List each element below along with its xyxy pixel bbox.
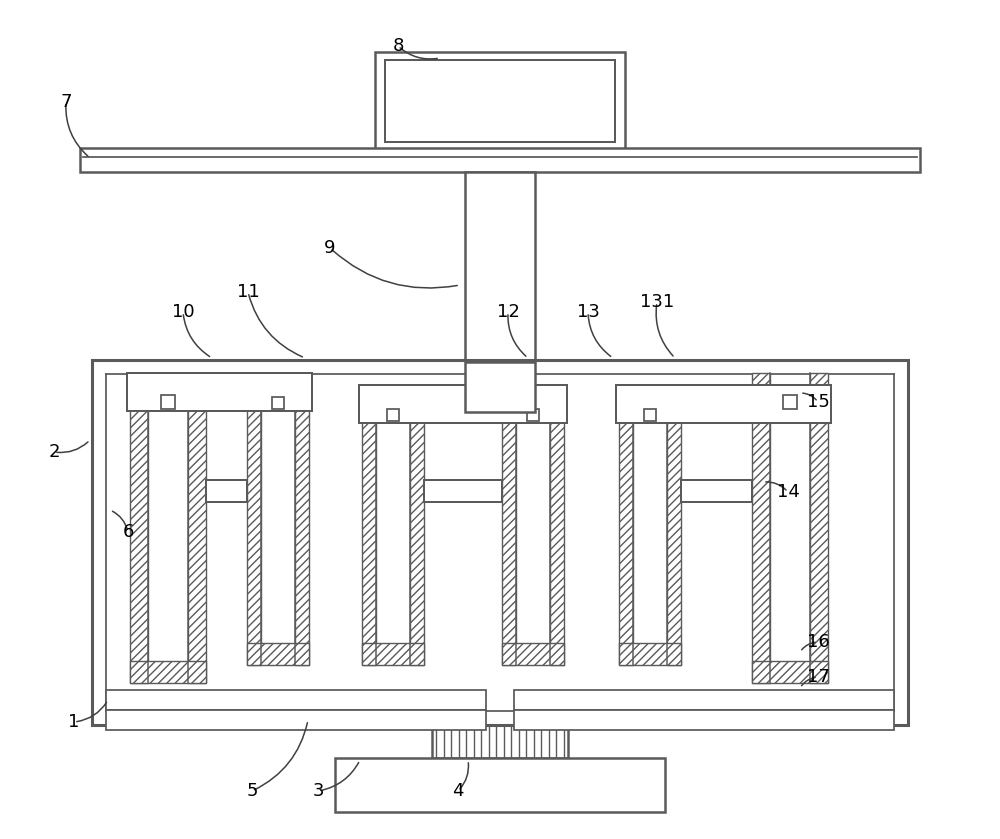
Bar (667, 385, 681, 665)
Bar (619, 385, 633, 665)
Bar (362, 643, 424, 665)
Text: 9: 9 (324, 239, 336, 257)
Bar (127, 373, 312, 411)
Bar (188, 373, 206, 683)
Bar (130, 661, 206, 683)
Text: 4: 4 (452, 782, 464, 800)
Text: 8: 8 (392, 37, 404, 55)
Bar (130, 373, 148, 683)
Text: 1: 1 (68, 713, 80, 731)
Bar (295, 385, 309, 665)
Bar (465, 362, 535, 412)
Text: 131: 131 (640, 293, 674, 311)
Bar (247, 643, 309, 665)
Bar (410, 385, 424, 665)
Bar (92, 360, 908, 725)
Bar (80, 148, 920, 172)
Text: 7: 7 (60, 93, 72, 111)
Bar (782, 705, 798, 715)
Bar (681, 480, 752, 502)
Bar (810, 373, 828, 683)
Bar (106, 690, 486, 710)
Bar (206, 480, 247, 502)
Bar (424, 480, 502, 502)
Bar (550, 385, 564, 665)
Text: 13: 13 (577, 303, 599, 321)
Text: 11: 11 (237, 283, 259, 301)
Bar (502, 385, 516, 665)
Text: 6: 6 (122, 523, 134, 541)
Bar (465, 172, 535, 362)
Bar (335, 758, 665, 812)
Bar (247, 385, 261, 665)
Bar (616, 385, 831, 423)
Bar (385, 60, 615, 142)
Bar (359, 385, 567, 423)
Text: 2: 2 (48, 443, 60, 461)
Text: 5: 5 (246, 782, 258, 800)
Bar (527, 409, 539, 421)
Text: 14: 14 (777, 483, 799, 501)
Bar (375, 52, 625, 150)
Bar (387, 409, 399, 421)
Text: 12: 12 (497, 303, 519, 321)
Text: 3: 3 (312, 782, 324, 800)
Bar (752, 661, 828, 683)
Bar (619, 643, 681, 665)
Text: 16: 16 (807, 633, 829, 651)
Bar (160, 705, 176, 715)
Bar (161, 395, 175, 409)
Bar (272, 397, 284, 409)
Text: 10: 10 (172, 303, 194, 321)
Bar (644, 409, 656, 421)
Bar (514, 690, 894, 710)
Bar (362, 385, 376, 665)
Text: 17: 17 (807, 668, 829, 686)
Bar (783, 395, 797, 409)
Bar (106, 710, 486, 730)
Bar (502, 643, 564, 665)
Bar (752, 373, 770, 683)
Bar (514, 710, 894, 730)
Text: 15: 15 (807, 393, 829, 411)
